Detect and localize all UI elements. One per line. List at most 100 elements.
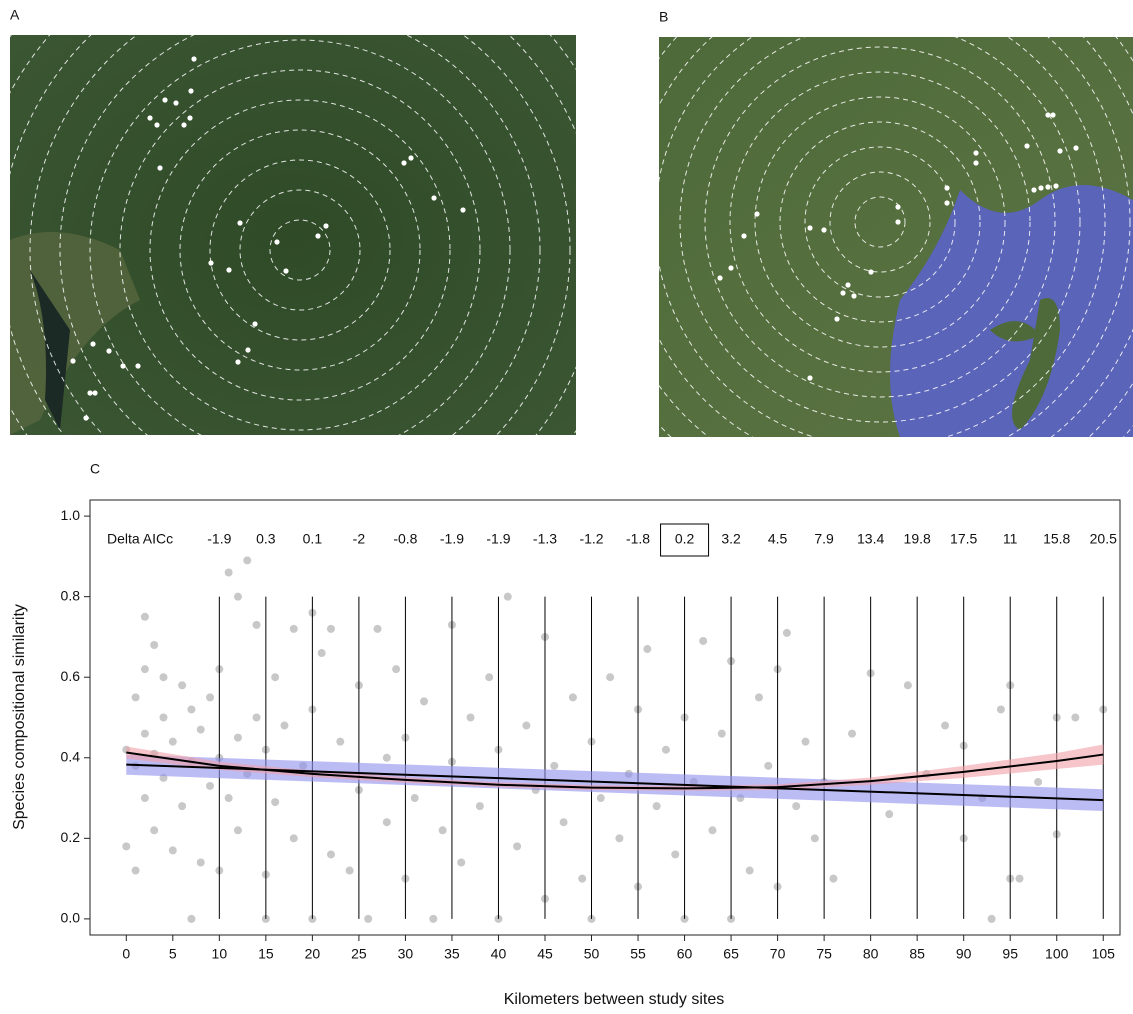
site-dot <box>245 347 251 353</box>
data-point <box>326 850 335 859</box>
x-tick-label: 40 <box>491 946 507 962</box>
data-point <box>392 665 401 674</box>
confidence-band <box>126 744 1104 791</box>
y-tick-label: 0.0 <box>61 910 81 926</box>
distance-ring <box>704 46 1056 398</box>
data-point <box>373 624 382 633</box>
x-tick-label: 105 <box>1092 946 1116 962</box>
delta-aicc-label: 13.4 <box>857 531 884 547</box>
data-point <box>345 866 354 875</box>
data-point <box>159 713 168 722</box>
delta-aicc-label: 7.9 <box>814 531 834 547</box>
data-point <box>829 874 838 883</box>
delta-aicc-label: -1.9 <box>486 531 510 547</box>
site-dot <box>147 115 153 121</box>
x-tick-label: 20 <box>305 946 321 962</box>
data-point <box>503 592 512 601</box>
data-point <box>754 693 763 702</box>
x-tick-label: 55 <box>630 946 646 962</box>
data-point <box>317 649 326 658</box>
site-dot <box>845 282 851 288</box>
data-point <box>196 858 205 867</box>
data-point <box>708 826 717 835</box>
distance-ring <box>754 96 1006 348</box>
data-point <box>280 721 289 730</box>
delta-aicc-label: 0.3 <box>256 531 276 547</box>
plot-area: Species compositional similarity Kilomet… <box>11 499 1121 1008</box>
delta-aicc-label: 17.5 <box>950 531 977 547</box>
data-point <box>717 729 726 738</box>
data-point <box>615 834 624 843</box>
site-dot <box>728 265 734 271</box>
site-dot <box>191 56 197 62</box>
data-point <box>168 737 177 746</box>
data-point <box>252 620 261 629</box>
data-point <box>996 705 1005 714</box>
distance-ring <box>29 35 571 435</box>
site-dot <box>1045 112 1051 118</box>
data-point <box>382 753 391 762</box>
site-dot <box>92 390 98 396</box>
data-point <box>196 725 205 734</box>
map-b <box>659 37 1133 437</box>
x-tick-label: 65 <box>723 946 739 962</box>
y-tick-label: 0.6 <box>61 668 81 684</box>
x-tick-label: 80 <box>863 946 879 962</box>
data-point <box>150 641 159 649</box>
annotation-label: Delta AICc <box>107 531 173 547</box>
site-dot <box>173 100 179 106</box>
data-point <box>410 794 419 803</box>
data-point <box>178 681 187 690</box>
data-point <box>206 781 215 790</box>
y-tick-label: 0.4 <box>61 748 81 764</box>
delta-aicc-label: 0.2 <box>675 531 695 547</box>
site-dot <box>1057 148 1063 154</box>
distance-ring <box>89 39 511 435</box>
y-tick-label: 0.8 <box>61 587 81 603</box>
delta-aicc-label: 19.8 <box>904 531 931 547</box>
data-point <box>150 826 159 835</box>
site-dot <box>274 239 280 245</box>
site-dot <box>83 415 89 421</box>
data-point <box>382 818 391 827</box>
delta-aicc-label: -0.8 <box>393 531 417 547</box>
x-tick-label: 35 <box>444 946 460 962</box>
site-dot <box>868 269 874 275</box>
site-dot <box>235 359 241 365</box>
data-point <box>903 681 912 690</box>
site-dot <box>252 321 258 327</box>
data-point <box>513 842 522 851</box>
site-dot <box>323 223 329 229</box>
delta-aicc-label: 3.2 <box>721 531 741 547</box>
data-point <box>438 826 447 835</box>
site-dot <box>135 363 141 369</box>
site-dot <box>431 195 437 201</box>
data-point <box>271 673 280 682</box>
highlight-box <box>660 523 710 557</box>
site-dot <box>70 358 76 364</box>
site-dot <box>1045 184 1051 190</box>
x-tick-label: 75 <box>816 946 832 962</box>
site-dot <box>181 122 187 128</box>
data-point <box>159 673 168 682</box>
delta-aicc-label: 0.1 <box>303 531 323 547</box>
data-point <box>764 761 773 770</box>
data-point <box>550 761 559 770</box>
site-dot <box>315 233 321 239</box>
data-point <box>1034 777 1043 786</box>
delta-aicc-label: -1.3 <box>533 531 557 547</box>
data-point <box>289 834 298 843</box>
distance-ring <box>209 159 391 341</box>
site-dot <box>187 115 193 121</box>
site-dot <box>944 185 950 191</box>
data-point <box>810 834 819 843</box>
data-point <box>643 645 652 654</box>
site-dot <box>895 219 901 225</box>
data-point <box>885 810 894 819</box>
data-point <box>745 866 754 875</box>
data-point <box>131 866 140 875</box>
panel-label: A <box>10 7 20 23</box>
data-point <box>475 802 484 811</box>
data-point <box>485 673 494 682</box>
data-point <box>336 737 345 746</box>
